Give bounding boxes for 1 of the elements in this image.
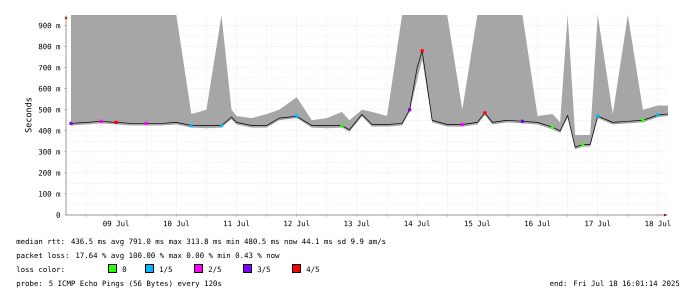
y-axis-title: Seconds: [24, 98, 32, 132]
